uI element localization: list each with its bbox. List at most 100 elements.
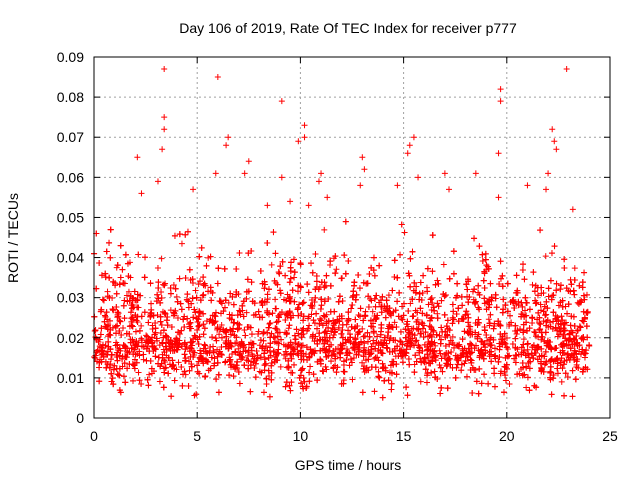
- data-point: [102, 323, 109, 330]
- data-point: [542, 329, 549, 336]
- data-point: [412, 307, 419, 314]
- data-point: [197, 278, 204, 285]
- data-point: [102, 313, 109, 320]
- data-point: [480, 355, 487, 362]
- data-point: [530, 355, 537, 362]
- data-point: [572, 376, 579, 383]
- data-point: [314, 377, 321, 384]
- data-point: [466, 293, 473, 300]
- data-point: [179, 382, 186, 389]
- data-point: [379, 394, 386, 401]
- data-point: [319, 367, 326, 374]
- data-point: [229, 350, 236, 357]
- data-point: [271, 358, 278, 365]
- data-point: [392, 307, 399, 314]
- data-point: [162, 359, 169, 366]
- data-point: [512, 322, 519, 329]
- data-point: [181, 368, 188, 375]
- data-point: [544, 317, 551, 324]
- data-point: [348, 323, 355, 330]
- data-point: [576, 323, 583, 330]
- data-point: [206, 349, 213, 356]
- data-point: [581, 315, 588, 322]
- data-point: [323, 272, 330, 279]
- data-point: [419, 290, 426, 297]
- data-point: [268, 362, 275, 369]
- data-point: [491, 365, 498, 372]
- data-point: [571, 291, 578, 298]
- data-point: [225, 299, 232, 306]
- data-point: [248, 279, 255, 286]
- data-point: [116, 317, 123, 324]
- data-point: [356, 328, 363, 335]
- data-point: [399, 316, 406, 323]
- data-point: [160, 327, 167, 334]
- data-point: [496, 346, 503, 353]
- data-point: [283, 351, 290, 358]
- data-point: [553, 345, 560, 352]
- data-point: [476, 365, 483, 372]
- data-point: [192, 309, 199, 316]
- data-point: [339, 321, 346, 328]
- data-point: [580, 366, 587, 373]
- data-point: [311, 347, 318, 354]
- data-point: [435, 280, 442, 287]
- data-point: [263, 375, 270, 382]
- data-point: [286, 279, 293, 286]
- data-point: [371, 272, 378, 279]
- data-point: [265, 286, 272, 293]
- data-point: [171, 232, 178, 239]
- data-point: [321, 298, 328, 305]
- data-point: [426, 350, 433, 357]
- data-point: [147, 313, 154, 320]
- data-point: [504, 280, 511, 287]
- data-point: [110, 278, 117, 285]
- data-point: [504, 353, 511, 360]
- data-point: [217, 298, 224, 305]
- data-point: [165, 370, 172, 377]
- data-point: [217, 310, 224, 317]
- data-point: [524, 340, 531, 347]
- data-point: [383, 297, 390, 304]
- data-point: [201, 325, 208, 332]
- data-point: [412, 352, 419, 359]
- data-point: [303, 385, 310, 392]
- data-point: [164, 314, 171, 321]
- data-point: [423, 312, 430, 319]
- data-point: [393, 371, 400, 378]
- data-point: [92, 327, 99, 334]
- data-point: [499, 333, 506, 340]
- data-point: [480, 277, 487, 284]
- data-point: [567, 288, 574, 295]
- data-point: [465, 299, 472, 306]
- data-point: [106, 274, 113, 281]
- data-point: [370, 254, 377, 261]
- data-point: [287, 264, 294, 271]
- data-point: [308, 260, 315, 267]
- data-point: [196, 308, 203, 315]
- data-point: [293, 326, 300, 333]
- data-point: [236, 380, 243, 387]
- data-point: [227, 290, 234, 297]
- data-point: [342, 270, 349, 277]
- data-point: [262, 343, 269, 350]
- data-point: [126, 297, 133, 304]
- data-point: [434, 300, 441, 307]
- data-point: [107, 226, 114, 233]
- data-point: [254, 355, 261, 362]
- data-point: [117, 318, 124, 325]
- data-point: [306, 354, 313, 361]
- data-point: [177, 300, 184, 307]
- data-point: [583, 323, 590, 330]
- data-point: [261, 367, 268, 374]
- data-point: [357, 305, 364, 312]
- data-point: [186, 323, 193, 330]
- data-point: [475, 331, 482, 338]
- data-point: [437, 340, 444, 347]
- data-point: [395, 352, 402, 359]
- data-point: [208, 297, 215, 304]
- data-point: [232, 349, 239, 356]
- data-point: [361, 344, 368, 351]
- data-point: [127, 309, 134, 316]
- data-point: [221, 304, 228, 311]
